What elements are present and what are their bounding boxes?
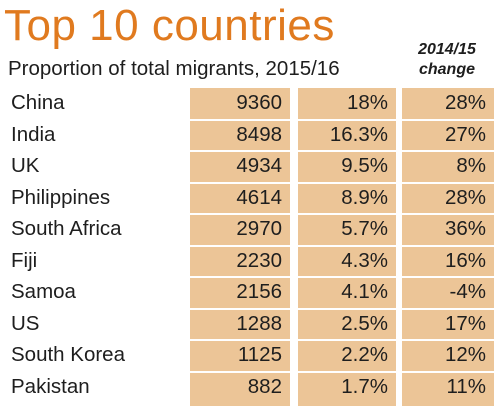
row-separator — [0, 213, 500, 215]
row-separator — [0, 244, 500, 247]
migrants-cell: 2230 — [236, 248, 282, 272]
change-column-background — [402, 88, 494, 406]
share-cell: 1.7% — [341, 374, 388, 398]
migrants-cell: 2970 — [236, 217, 282, 240]
chart-subtitle: Proportion of total migrants, 2015/16 — [8, 57, 340, 80]
table-row: Philippines 4614 8.9% 28% — [0, 183, 500, 214]
migrants-cell: 9360 — [236, 91, 282, 114]
share-cell: 4.1% — [341, 280, 388, 303]
country-cell: Fiji — [11, 248, 38, 272]
share-cell: 18% — [346, 91, 388, 114]
change-cell: 8% — [456, 154, 486, 177]
change-cell: 36% — [444, 217, 486, 240]
row-separator — [0, 307, 500, 310]
row-separator — [0, 370, 500, 373]
table-row: South Korea 1125 2.2% 12% — [0, 340, 500, 371]
share-cell: 4.3% — [341, 248, 388, 272]
country-cell: India — [11, 122, 56, 146]
table-row: UK 4934 9.5% 8% — [0, 151, 500, 182]
country-cell: US — [11, 311, 40, 335]
row-separator — [0, 181, 500, 184]
change-cell: 11% — [446, 374, 486, 398]
table-row: Pakistan 882 1.7% 11% — [0, 372, 500, 403]
share-cell: 16.3% — [329, 122, 388, 146]
share-cell: 5.7% — [341, 217, 388, 240]
table-row: South Africa 2970 5.7% 36% — [0, 214, 500, 245]
country-cell: UK — [11, 154, 40, 177]
country-cell: South Korea — [11, 343, 125, 366]
change-cell: 12% — [444, 343, 486, 366]
table-row: US 1288 2.5% 17% — [0, 309, 500, 340]
change-cell: 28% — [444, 91, 486, 114]
row-separator — [0, 150, 500, 152]
change-cell: 17% — [444, 311, 486, 335]
change-column-header: 2014/15 change — [402, 40, 492, 80]
change-cell: 27% — [444, 122, 486, 146]
country-cell: Pakistan — [11, 374, 90, 398]
change-cell: 16% — [444, 248, 486, 272]
migrants-cell: 1288 — [236, 311, 282, 335]
share-column-background — [298, 88, 396, 406]
country-cell: Samoa — [11, 280, 76, 303]
migrants-column-background — [190, 88, 290, 406]
change-cell: -4% — [449, 280, 486, 303]
change-header-line-2: change — [418, 61, 475, 78]
table-row: Fiji 2230 4.3% 16% — [0, 246, 500, 277]
table-row: India 8498 16.3% 27% — [0, 120, 500, 151]
migrants-cell: 4934 — [236, 154, 282, 177]
table-row: Samoa 2156 4.1% -4% — [0, 277, 500, 308]
change-header-line-1: 2014/15 — [418, 41, 476, 58]
migrants-cell: 1125 — [237, 343, 282, 366]
share-cell: 9.5% — [341, 154, 388, 177]
migrants-cell: 4614 — [236, 185, 282, 209]
migrants-cell: 882 — [247, 374, 282, 398]
chart-title: Top 10 countries — [4, 1, 335, 50]
row-separator — [0, 339, 500, 341]
migrants-cell: 8498 — [236, 122, 282, 146]
country-cell: China — [11, 91, 65, 114]
country-cell: South Africa — [11, 217, 122, 240]
share-cell: 2.5% — [341, 311, 388, 335]
change-cell: 28% — [444, 185, 486, 209]
migrants-cell: 2156 — [236, 280, 282, 303]
country-cell: Philippines — [11, 185, 111, 209]
row-separator — [0, 118, 500, 121]
share-cell: 8.9% — [341, 185, 388, 209]
row-separator — [0, 276, 500, 278]
table-row: China 9360 18% 28% — [0, 88, 500, 119]
share-cell: 2.2% — [341, 343, 388, 366]
